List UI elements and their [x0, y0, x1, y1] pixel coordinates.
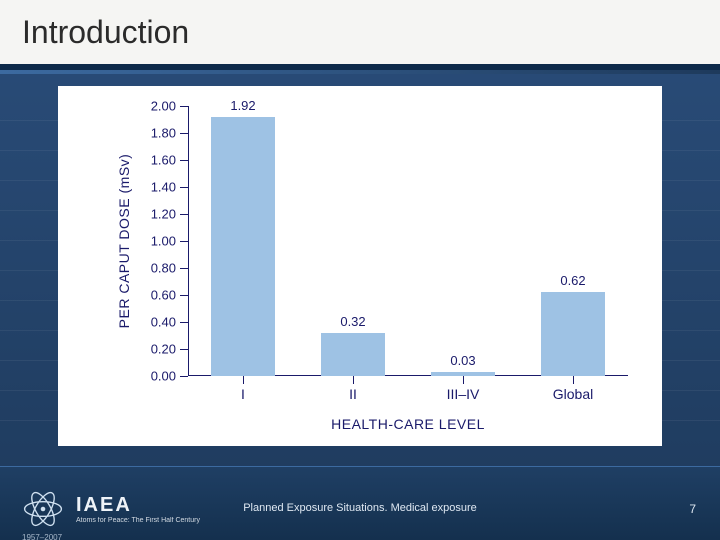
- x-tick: [573, 376, 574, 384]
- page-title: Introduction: [22, 14, 189, 51]
- x-tick-label: I: [241, 386, 245, 402]
- y-tick-label: 1.00: [151, 234, 176, 249]
- logo-years: 1957–2007: [22, 533, 62, 540]
- y-tick-label: 1.20: [151, 207, 176, 222]
- bar-value-label: 0.62: [560, 273, 585, 292]
- y-tick-label: 1.40: [151, 180, 176, 195]
- footer: IAEA Atoms for Peace: The First Half Cen…: [0, 466, 720, 540]
- y-tick: [180, 160, 188, 161]
- y-tick: [180, 133, 188, 134]
- y-tick: [180, 268, 188, 269]
- bar: [541, 292, 605, 376]
- y-tick: [180, 106, 188, 107]
- y-tick-label: 0.40: [151, 315, 176, 330]
- y-tick: [180, 295, 188, 296]
- x-tick: [463, 376, 464, 384]
- y-axis-title: PER CAPUT DOSE (mSv): [116, 154, 132, 329]
- bar: [211, 117, 275, 376]
- y-tick: [180, 376, 188, 377]
- y-tick-label: 0.60: [151, 288, 176, 303]
- bar: [321, 333, 385, 376]
- plot-area: 0.000.200.400.600.801.001.201.401.601.80…: [188, 106, 628, 376]
- y-tick: [180, 241, 188, 242]
- footer-caption: Planned Exposure Situations. Medical exp…: [0, 502, 720, 514]
- x-tick-label: Global: [553, 386, 593, 402]
- x-axis-title: HEALTH-CARE LEVEL: [331, 416, 485, 432]
- y-tick-label: 0.00: [151, 369, 176, 384]
- x-tick-label: III–IV: [447, 386, 480, 402]
- bar: [431, 372, 495, 376]
- y-tick-label: 0.20: [151, 342, 176, 357]
- bar-value-label: 0.03: [450, 353, 475, 372]
- y-tick: [180, 322, 188, 323]
- y-tick-label: 1.60: [151, 153, 176, 168]
- y-tick: [180, 214, 188, 215]
- x-tick: [353, 376, 354, 384]
- chart-inner: PER CAPUT DOSE (mSv) HEALTH-CARE LEVEL 0…: [58, 86, 662, 446]
- chart-panel: PER CAPUT DOSE (mSv) HEALTH-CARE LEVEL 0…: [58, 86, 662, 446]
- y-tick: [180, 187, 188, 188]
- y-tick-label: 1.80: [151, 126, 176, 141]
- bar-value-label: 1.92: [230, 98, 255, 117]
- title-bar: Introduction: [0, 0, 720, 70]
- x-tick: [243, 376, 244, 384]
- slide: Introduction PER CAPUT DOSE (mSv) HEALTH…: [0, 0, 720, 540]
- y-tick: [180, 349, 188, 350]
- bar-value-label: 0.32: [340, 314, 365, 333]
- y-axis-line: [188, 106, 189, 376]
- y-tick-label: 0.80: [151, 261, 176, 276]
- y-tick-label: 2.00: [151, 99, 176, 114]
- page-number: 7: [689, 502, 696, 516]
- logo-tagline: Atoms for Peace: The First Half Century: [76, 517, 200, 524]
- x-tick-label: II: [349, 386, 357, 402]
